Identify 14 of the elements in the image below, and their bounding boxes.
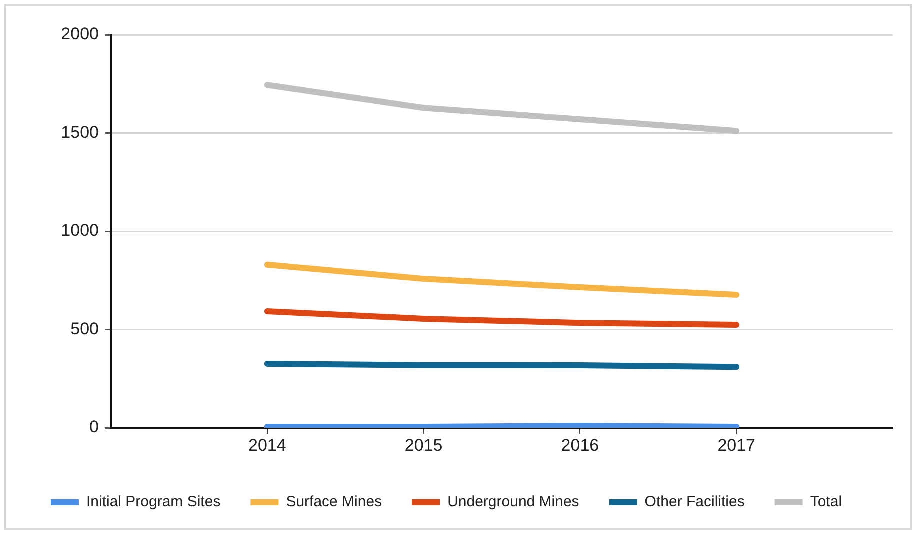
y-tick-label: 1500: [61, 122, 99, 142]
x-tick-label: 2015: [404, 436, 443, 455]
y-tick-label: 0: [90, 418, 99, 437]
legend-label: Surface Mines: [286, 494, 382, 511]
y-tick-label: 500: [70, 319, 99, 338]
legend-label: Other Facilities: [644, 494, 745, 511]
y-tick-label: 2000: [61, 24, 99, 44]
legend-label: Total: [810, 494, 842, 511]
x-tick-label: 2016: [561, 436, 600, 455]
x-tick-label: 2014: [248, 436, 286, 455]
legend-label: Initial Program Sites: [86, 494, 221, 511]
legend-label: Underground Mines: [448, 494, 580, 511]
x-tick-label: 2017: [718, 436, 756, 455]
y-tick-label: 1000: [61, 221, 99, 240]
